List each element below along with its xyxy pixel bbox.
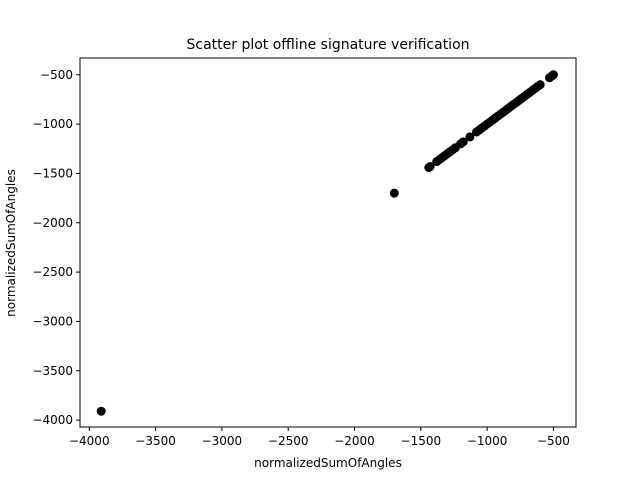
y-tick-label: −3500 bbox=[32, 364, 73, 378]
points-layer bbox=[96, 70, 558, 416]
chart-title: Scatter plot offline signature verificat… bbox=[186, 37, 469, 53]
scatter-point bbox=[389, 188, 399, 198]
plot-frame bbox=[79, 57, 577, 428]
x-ticks: −4000 −3500 −3000 −2500 −2000 −1500 −1000 −500 bbox=[69, 427, 570, 448]
scatter-point bbox=[425, 162, 435, 172]
x-tick-label: −1000 bbox=[467, 434, 508, 448]
y-ticks: −4000 −3500 −3000 −2500 −2000 −1500 −1000 −500 bbox=[32, 68, 80, 427]
scatter-point bbox=[535, 80, 545, 90]
scatter-point bbox=[465, 132, 475, 142]
x-tick-label: −4000 bbox=[69, 434, 110, 448]
x-tick-label: −500 bbox=[537, 434, 570, 448]
scatter-point bbox=[96, 406, 106, 416]
y-axis-label: normalizedSumOfAngles bbox=[4, 169, 18, 317]
y-tick-label: −4000 bbox=[32, 413, 73, 427]
x-tick-label: −3000 bbox=[202, 434, 243, 448]
scatter-point bbox=[458, 137, 468, 147]
y-tick-label: −500 bbox=[40, 68, 73, 82]
x-tick-label: −3500 bbox=[135, 434, 176, 448]
x-axis-label: normalizedSumOfAngles bbox=[254, 456, 402, 470]
scatter-point bbox=[548, 70, 558, 80]
y-tick-label: −3000 bbox=[32, 314, 73, 328]
y-tick-label: −1000 bbox=[32, 117, 73, 131]
x-tick-label: −1500 bbox=[401, 434, 442, 448]
x-tick-label: −2000 bbox=[334, 434, 375, 448]
x-tick-label: −2500 bbox=[268, 434, 309, 448]
y-tick-label: −1500 bbox=[32, 166, 73, 180]
y-tick-label: −2500 bbox=[32, 265, 73, 279]
y-tick-label: −2000 bbox=[32, 216, 73, 230]
